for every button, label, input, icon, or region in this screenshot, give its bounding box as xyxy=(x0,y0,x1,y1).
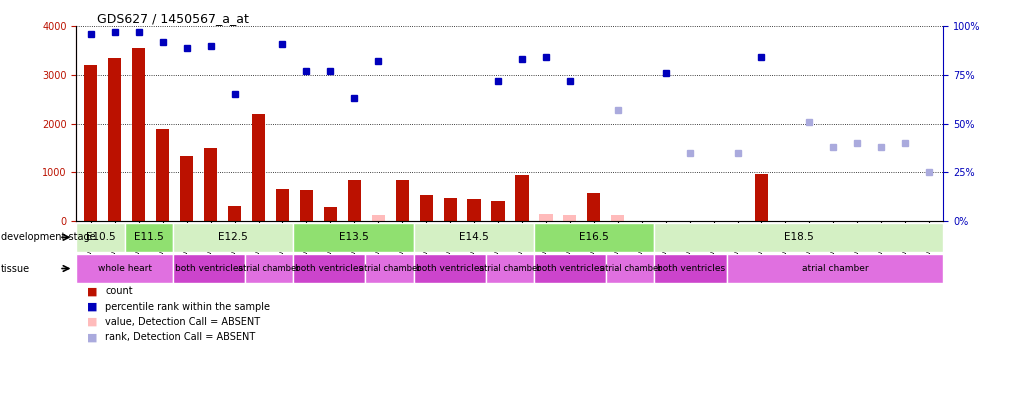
Text: ■: ■ xyxy=(87,333,97,342)
Bar xyxy=(204,148,217,221)
Bar xyxy=(539,214,552,221)
Text: count: count xyxy=(105,286,132,296)
Bar xyxy=(156,129,169,221)
Bar xyxy=(172,223,293,252)
Bar xyxy=(124,223,172,252)
Bar xyxy=(443,198,457,221)
Bar xyxy=(491,201,504,221)
Text: E10.5: E10.5 xyxy=(86,232,115,242)
Bar xyxy=(228,206,240,221)
Bar xyxy=(293,254,365,283)
Bar xyxy=(76,254,172,283)
Bar xyxy=(587,192,600,221)
Text: atrial chamber: atrial chamber xyxy=(238,264,300,273)
Text: E14.5: E14.5 xyxy=(459,232,488,242)
Bar xyxy=(726,254,943,283)
Bar xyxy=(76,223,124,252)
Bar xyxy=(515,175,528,221)
Bar xyxy=(300,190,313,221)
Text: E18.5: E18.5 xyxy=(784,232,813,242)
Text: E16.5: E16.5 xyxy=(579,232,608,242)
Text: tissue: tissue xyxy=(1,264,31,273)
Text: ■: ■ xyxy=(87,286,97,296)
Text: ■: ■ xyxy=(87,302,97,311)
Bar xyxy=(562,215,576,221)
Text: atrial chamber: atrial chamber xyxy=(359,264,420,273)
Text: both ventricles: both ventricles xyxy=(416,264,483,273)
Text: both ventricles: both ventricles xyxy=(174,264,243,273)
Bar xyxy=(610,215,624,221)
Text: E12.5: E12.5 xyxy=(218,232,248,242)
Bar xyxy=(85,65,98,221)
Text: value, Detection Call = ABSENT: value, Detection Call = ABSENT xyxy=(105,317,260,327)
Bar xyxy=(245,254,293,283)
Text: both ventricles: both ventricles xyxy=(536,264,603,273)
Bar xyxy=(654,223,943,252)
Bar xyxy=(293,223,414,252)
Text: atrial chamber: atrial chamber xyxy=(599,264,660,273)
Bar xyxy=(347,180,361,221)
Bar xyxy=(534,254,605,283)
Text: development stage: development stage xyxy=(1,232,96,242)
Bar xyxy=(754,174,767,221)
Text: whole heart: whole heart xyxy=(98,264,152,273)
Bar xyxy=(108,58,121,221)
Bar xyxy=(414,223,534,252)
Bar xyxy=(365,254,414,283)
Text: percentile rank within the sample: percentile rank within the sample xyxy=(105,302,270,311)
Bar xyxy=(275,189,288,221)
Bar xyxy=(252,114,265,221)
Text: rank, Detection Call = ABSENT: rank, Detection Call = ABSENT xyxy=(105,333,255,342)
Text: GDS627 / 1450567_a_at: GDS627 / 1450567_a_at xyxy=(97,12,249,25)
Bar xyxy=(467,199,480,221)
Bar xyxy=(414,254,485,283)
Text: E11.5: E11.5 xyxy=(133,232,163,242)
Bar xyxy=(371,215,384,221)
Bar xyxy=(534,223,654,252)
Text: both ventricles: both ventricles xyxy=(656,264,723,273)
Bar xyxy=(323,207,336,221)
Bar xyxy=(654,254,726,283)
Bar xyxy=(395,180,409,221)
Bar xyxy=(132,48,146,221)
Text: ■: ■ xyxy=(87,317,97,327)
Bar xyxy=(419,195,432,221)
Text: atrial chamber: atrial chamber xyxy=(801,264,867,273)
Bar xyxy=(172,254,245,283)
Text: atrial chamber: atrial chamber xyxy=(479,264,540,273)
Text: both ventricles: both ventricles xyxy=(296,264,363,273)
Text: E13.5: E13.5 xyxy=(338,232,368,242)
Bar xyxy=(605,254,654,283)
Bar xyxy=(180,156,193,221)
Bar xyxy=(485,254,534,283)
